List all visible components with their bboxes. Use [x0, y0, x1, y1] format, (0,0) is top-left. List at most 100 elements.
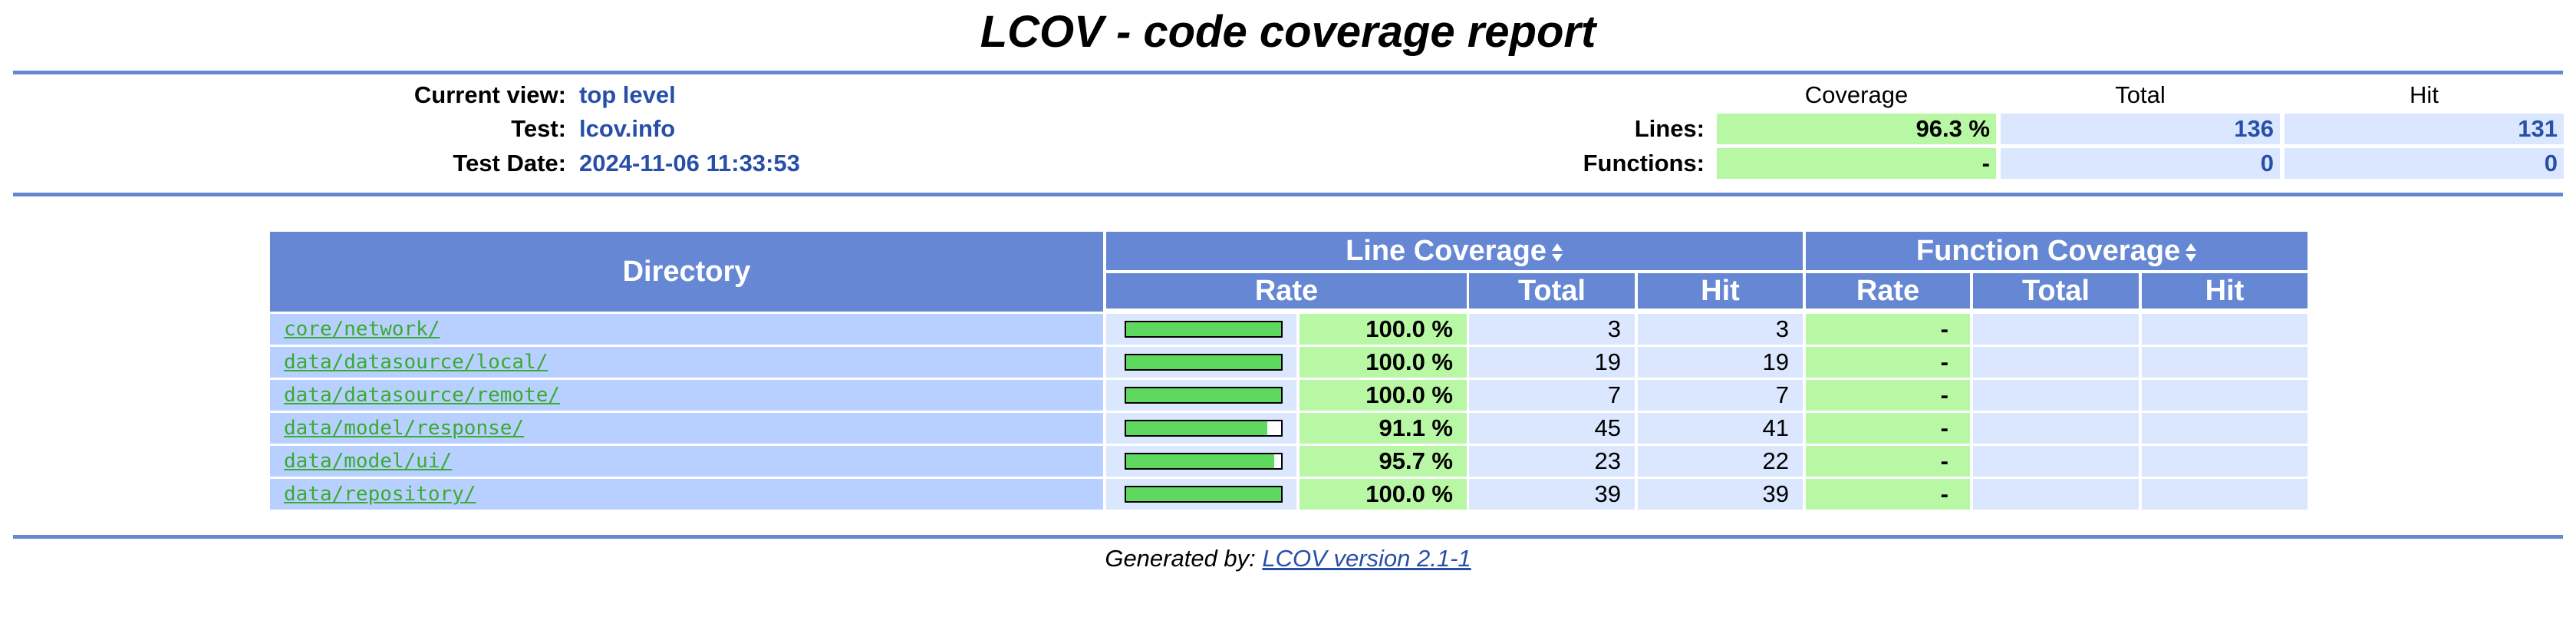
function-hit-cell — [2142, 479, 2308, 510]
function-hit-cell — [2142, 446, 2308, 477]
function-rate-cell: - — [1806, 479, 1970, 510]
directory-cell: data/datasource/local/ — [270, 347, 1103, 378]
directory-header-label: Directory — [622, 256, 751, 288]
line-coverage-header[interactable]: Line Coverage — [1106, 232, 1803, 270]
directory-link[interactable]: data/model/ui/ — [284, 450, 453, 473]
summary-lines-label: Lines: — [1634, 115, 1705, 142]
coverage-bar — [1125, 354, 1283, 371]
line-total-cell: 7 — [1469, 380, 1635, 411]
function-rate-cell: - — [1806, 347, 1970, 378]
coverage-bar-fill — [1126, 388, 1281, 402]
line-total-header: Total — [1469, 273, 1635, 308]
line-hit-cell: 22 — [1638, 446, 1803, 477]
function-rate-header: Rate — [1806, 273, 1970, 308]
line-total-cell: 19 — [1469, 347, 1635, 378]
function-rate-cell: - — [1806, 314, 1970, 345]
function-hit-header: Hit — [2142, 273, 2308, 308]
line-rate-header: Rate — [1106, 273, 1467, 308]
top-ruler — [13, 71, 2563, 74]
directory-cell: data/model/ui/ — [270, 446, 1103, 477]
sort-icon[interactable] — [2185, 243, 2197, 262]
coverage-bar — [1125, 420, 1283, 437]
coverage-bar-fill — [1126, 322, 1281, 336]
directory-cell: data/repository/ — [270, 479, 1103, 510]
line-rate-cell: 100.0 % — [1300, 380, 1467, 411]
line-coverage-header-label: Line Coverage — [1346, 235, 1547, 267]
directory-link[interactable]: data/datasource/local/ — [284, 351, 548, 374]
header-ruler — [13, 193, 2563, 196]
coverage-bar-fill — [1126, 421, 1268, 435]
function-rate-cell: - — [1806, 380, 1970, 411]
coverage-bar-cell — [1106, 314, 1296, 345]
summary-functions-coverage: - — [1717, 148, 1996, 179]
footer: Generated by: LCOV version 2.1-1 — [0, 543, 2576, 574]
coverage-bar-cell — [1106, 479, 1296, 510]
directory-link[interactable]: core/network/ — [284, 318, 440, 341]
generated-by-label: Generated by: — [1105, 545, 1256, 572]
coverage-bar — [1125, 453, 1283, 470]
coverage-bar-fill — [1126, 454, 1275, 468]
directory-link[interactable]: data/repository/ — [284, 483, 476, 506]
coverage-bar-cell — [1106, 347, 1296, 378]
line-hit-header: Hit — [1638, 273, 1803, 308]
summary-header-hit: Hit — [2410, 81, 2439, 108]
summary-functions-hit: 0 — [2284, 148, 2564, 179]
directory-link[interactable]: data/datasource/remote/ — [284, 384, 561, 407]
directory-link[interactable]: data/model/response/ — [284, 417, 525, 440]
sort-icon[interactable] — [1551, 243, 1563, 262]
summary-functions-label: Functions: — [1583, 150, 1705, 177]
directory-cell: data/datasource/remote/ — [270, 380, 1103, 411]
function-coverage-header[interactable]: Function Coverage — [1806, 232, 2308, 270]
function-total-cell — [1973, 413, 2139, 444]
summary-functions-total: 0 — [2001, 148, 2280, 179]
function-coverage-header-label: Function Coverage — [1916, 235, 2181, 267]
function-hit-cell — [2142, 380, 2308, 411]
function-rate-cell: - — [1806, 413, 1970, 444]
line-rate-cell: 100.0 % — [1300, 347, 1467, 378]
line-total-cell: 3 — [1469, 314, 1635, 345]
directory-header: Directory — [270, 232, 1103, 312]
directory-cell: data/model/response/ — [270, 413, 1103, 444]
line-total-cell: 39 — [1469, 479, 1635, 510]
directory-cell: core/network/ — [270, 314, 1103, 345]
function-hit-cell — [2142, 314, 2308, 345]
summary-lines-coverage: 96.3 % — [1717, 114, 1996, 144]
function-total-cell — [1973, 347, 2139, 378]
line-hit-cell: 7 — [1638, 380, 1803, 411]
test-label: Test: — [511, 115, 566, 142]
function-total-cell — [1973, 479, 2139, 510]
function-total-cell — [1973, 314, 2139, 345]
lcov-version-link[interactable]: LCOV version 2.1-1 — [1262, 545, 1471, 572]
coverage-bar — [1125, 387, 1283, 404]
line-rate-cell: 100.0 % — [1300, 479, 1467, 510]
function-total-cell — [1973, 380, 2139, 411]
current-view-value: top level — [579, 81, 676, 108]
test-date-label: Test Date: — [453, 150, 566, 177]
line-rate-cell: 91.1 % — [1300, 413, 1467, 444]
line-total-cell: 45 — [1469, 413, 1635, 444]
line-hit-cell: 3 — [1638, 314, 1803, 345]
function-total-header: Total — [1973, 273, 2139, 308]
summary-lines-total: 136 — [2001, 114, 2280, 144]
coverage-bar — [1125, 486, 1283, 503]
coverage-bar-cell — [1106, 446, 1296, 477]
function-hit-cell — [2142, 413, 2308, 444]
coverage-bar-fill — [1126, 355, 1281, 369]
footer-ruler — [13, 535, 2563, 539]
summary-header-coverage: Coverage — [1804, 81, 1909, 108]
summary-header-total: Total — [2115, 81, 2166, 108]
line-hit-cell: 39 — [1638, 479, 1803, 510]
test-value: lcov.info — [579, 115, 676, 142]
current-view-label: Current view: — [413, 81, 566, 108]
line-hit-cell: 41 — [1638, 413, 1803, 444]
page-title: LCOV - code coverage report — [980, 7, 1596, 57]
function-total-cell — [1973, 446, 2139, 477]
coverage-bar-fill — [1126, 487, 1281, 501]
line-total-cell: 23 — [1469, 446, 1635, 477]
test-date-value: 2024-11-06 11:33:53 — [579, 150, 800, 177]
function-hit-cell — [2142, 347, 2308, 378]
coverage-bar — [1125, 321, 1283, 338]
line-rate-cell: 95.7 % — [1300, 446, 1467, 477]
summary-lines-hit: 131 — [2284, 114, 2564, 144]
coverage-bar-cell — [1106, 413, 1296, 444]
